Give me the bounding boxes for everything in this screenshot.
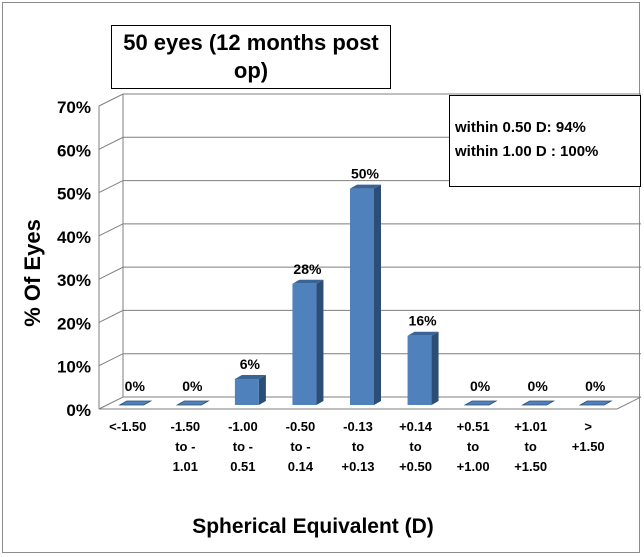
y-tick-label: 0% <box>66 401 91 420</box>
bar <box>407 331 439 405</box>
bar <box>350 184 381 405</box>
bar <box>463 400 498 406</box>
x-tick-label: +1.01 to +1.50 <box>514 419 547 474</box>
bar-front <box>234 379 259 405</box>
x-axis-label: Spherical Equivalent (D) <box>192 515 434 538</box>
data-labels: 0% 0% 6% 28% 50% 16% 0% 0% 0% <box>125 166 606 394</box>
bar-top <box>292 279 324 284</box>
bar-flat <box>578 400 613 406</box>
data-label: 28% <box>293 261 322 277</box>
bar-flat <box>463 400 498 406</box>
x-tick-label: -1.00 to -0.51 <box>228 419 258 474</box>
y-tick-label: 30% <box>57 271 91 290</box>
y-tick-label: 60% <box>57 141 91 160</box>
bar-flat <box>118 400 153 406</box>
gridline <box>98 353 641 367</box>
gridline <box>98 266 641 280</box>
bar-front <box>407 335 432 405</box>
x-tick-label: -0.13 to +0.13 <box>342 419 375 474</box>
data-label: 6% <box>240 356 261 372</box>
chart-title: 50 eyes (12 months post op) <box>111 25 391 89</box>
bar <box>292 279 324 405</box>
stats-box: within 0.50 D: 94% within 1.00 D : 100% <box>449 95 641 187</box>
x-tick-label: -1.50 to -1.01 <box>171 419 201 474</box>
bar-top <box>350 184 381 189</box>
bar-side <box>374 184 381 405</box>
bar-top <box>407 331 439 336</box>
y-tick-label: 70% <box>57 98 91 117</box>
bar <box>578 400 613 406</box>
x-tick-label: +0.51 to +1.00 <box>457 419 490 474</box>
x-tick-label: +0.14 to +0.50 <box>399 419 433 474</box>
data-label: 0% <box>182 378 203 394</box>
gridline <box>98 223 641 237</box>
bar-flat <box>175 400 210 406</box>
y-axis-label: % Of Eyes <box>20 219 45 327</box>
stat-within-050: within 0.50 D: 94% <box>455 119 586 136</box>
data-label: 0% <box>125 378 146 394</box>
y-tick-label: 40% <box>57 228 91 247</box>
bar-side <box>316 279 324 405</box>
data-label: 0% <box>585 378 606 394</box>
bar <box>234 375 266 405</box>
bar-flat <box>521 400 556 406</box>
data-label: 0% <box>528 378 549 394</box>
data-label: 0% <box>470 378 491 394</box>
y-tick-label: 20% <box>57 314 91 333</box>
x-tick-labels: <-1.50 -1.50 to -1.01 -1.00 to -0.51 -0.50 to … <box>109 419 605 474</box>
stat-within-100: within 1.00 D : 100% <box>455 143 599 160</box>
bar-front <box>350 188 374 405</box>
y-tick-labels: 0% 10% 20% 30% 40% 50% 60% 70% <box>57 98 91 420</box>
bar <box>118 400 153 406</box>
y-tick-label: 50% <box>57 185 91 204</box>
bar-top <box>234 375 266 380</box>
bar <box>521 400 556 406</box>
data-label: 16% <box>409 313 438 329</box>
gridline <box>98 93 641 107</box>
gridline <box>98 309 641 323</box>
x-tick-label: > +1.50 <box>572 419 605 454</box>
bar-side <box>258 375 266 405</box>
x-tick-label: <-1.50 <box>109 419 146 434</box>
bar-front <box>292 283 317 405</box>
bar-chart: 0%10%20%30%40%50%60%70% 0% 0%6%28%50%16%0… <box>20 93 641 538</box>
bar-side <box>431 331 439 405</box>
y-tick-label: 10% <box>57 358 91 377</box>
data-label: 50% <box>351 166 380 182</box>
x-tick-label: -0.50 to -0.14 <box>286 419 316 474</box>
bars <box>118 184 613 406</box>
bar <box>175 400 210 406</box>
